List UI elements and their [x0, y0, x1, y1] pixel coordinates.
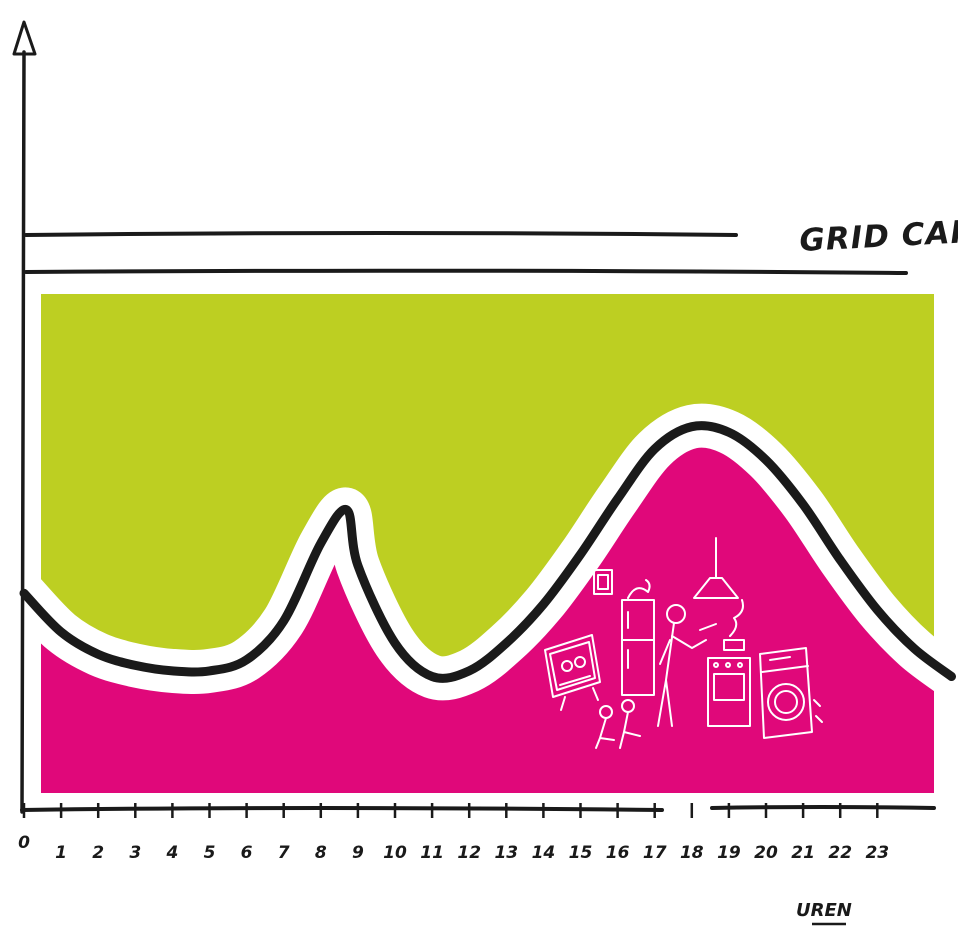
x-tick-label: 16: [606, 843, 630, 863]
range-hood-icon: [693, 537, 739, 599]
x-tick-label: 19: [717, 843, 741, 863]
stove-icon: [707, 599, 751, 727]
x-tick-label: 20: [754, 843, 778, 863]
cooking-person-icon: [657, 604, 717, 727]
washing-machine-icon: [759, 647, 823, 739]
demand-curve: [19, 421, 956, 683]
household-illustration: [544, 537, 823, 749]
x-tick-label: 10: [383, 843, 407, 863]
capacity-line-upper: [24, 231, 738, 237]
x-tick-label: 4: [165, 843, 178, 863]
grid-capacity-label: GRID CAPACITY: [799, 208, 958, 259]
x-tick-label: 11: [420, 843, 444, 863]
x-tick-group: 0 1 2 3 4 5 6 7 8 9 10 11 12 13 14 15 16 17 18 19 20 21 22 23: [18, 803, 889, 863]
x-tick-label: 5: [204, 843, 216, 863]
tv-icon: [544, 634, 601, 711]
x-tick-label: 18: [680, 843, 704, 863]
x-tick-label: 13: [494, 843, 518, 863]
x-tick-label: 17: [643, 843, 667, 863]
x-tick-label: 6: [241, 843, 253, 863]
y-axis: [20, 50, 26, 814]
sitting-children-icon: [595, 699, 641, 749]
x-tick-label: 22: [828, 843, 852, 863]
x-tick-label: 8: [315, 843, 327, 863]
x-tick-label: 21: [791, 843, 815, 863]
y-axis-arrow-icon: [12, 20, 37, 56]
x-tick-label: 2: [92, 843, 104, 863]
x-tick-label: 0: [18, 833, 30, 853]
x-tick-label: 14: [532, 843, 556, 863]
x-tick-label: 3: [129, 843, 141, 863]
x-tick-label: 23: [865, 843, 889, 863]
fridge-icon: [621, 579, 655, 696]
x-tick-label: 15: [569, 843, 593, 863]
x-axis: [20, 805, 936, 812]
x-tick-label: 9: [352, 843, 364, 863]
demand-area: [41, 425, 934, 793]
x-tick-label: 1: [55, 843, 67, 863]
capacity-line-lower: [24, 268, 908, 275]
x-axis-label: UREN: [796, 900, 852, 921]
picture-frame-icon: [593, 569, 613, 595]
x-tick-label: 7: [278, 843, 290, 863]
x-tick-label: 12: [457, 843, 481, 863]
